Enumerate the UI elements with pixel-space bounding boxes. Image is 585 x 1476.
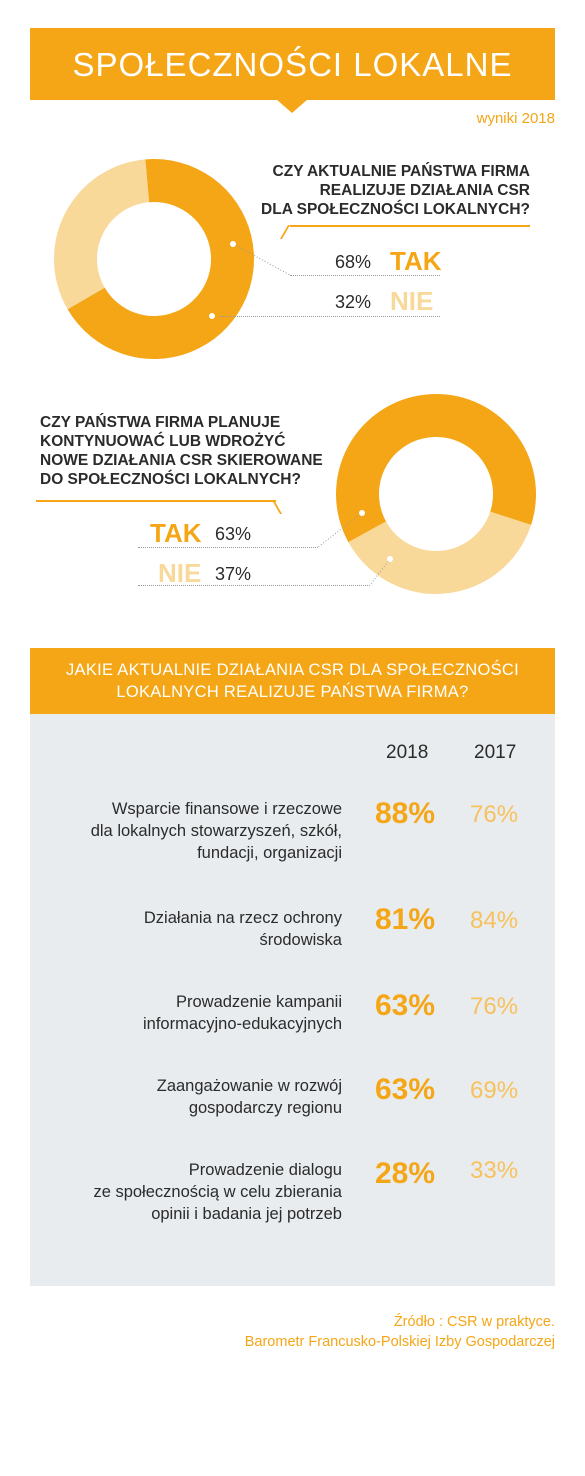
table-row-label: Wsparcie finansowe i rzeczowe dla lokaln… <box>42 798 342 864</box>
row-value-2018: 88% <box>375 797 436 830</box>
q1-no-leader <box>220 316 440 317</box>
question-2-line: KONTYNUOWAĆ LUB WDROŻYĆ <box>40 433 286 450</box>
row-value-2018: 28% <box>375 1157 436 1190</box>
row-value-2018: 63% <box>375 989 436 1022</box>
question-3-title-line: JAKIE AKTUALNIE DZIAŁANIA CSR DLA SPOŁEC… <box>65 661 519 679</box>
question-1: CZY AKTUALNIE PAŃSTWA FIRMA REALIZUJE DZ… <box>230 162 530 219</box>
row-label-line: Działania na rzecz ochrony <box>143 909 342 927</box>
donut1-slice-tak <box>67 159 255 359</box>
q2-yes-marker <box>359 510 365 516</box>
header-banner: SPOŁECZNOŚCI LOKALNE <box>30 28 555 100</box>
donut1-slice-nie <box>53 159 150 310</box>
row-value-2017: 33% <box>470 1157 519 1184</box>
question-3-banner: JAKIE AKTUALNIE DZIAŁANIA CSR DLA SPOŁEC… <box>30 648 555 714</box>
q2-no-leader-diagonal <box>369 556 393 586</box>
q2-no-leader <box>138 585 370 586</box>
q1-yes-percent: 68% <box>335 252 372 272</box>
row-label-line: Wsparcie finansowe i rzeczowe <box>111 800 342 818</box>
question-1-underline <box>290 225 530 227</box>
q1-yes-label: TAK <box>390 246 442 276</box>
row-label-line: środowiska <box>259 931 342 949</box>
row-label-line: Prowadzenie dialogu <box>188 1161 342 1179</box>
row-value-2017: 69% <box>470 1077 519 1104</box>
table-row-label: Działania na rzecz ochrony środowiska <box>42 907 342 951</box>
table-row-label: Prowadzenie dialogu ze społecznością w c… <box>42 1159 342 1225</box>
question-1-line: DLA SPOŁECZNOŚCI LOKALNYCH? <box>261 201 530 218</box>
q1-yes-leader-diagonal <box>230 241 291 276</box>
column-header-2017: 2017 <box>474 742 517 763</box>
results-table <box>30 714 555 1286</box>
q2-yes-percent: 63% <box>215 524 252 544</box>
question-3-title-line: LOKALNYCH REALIZUJE PAŃSTWA FIRMA? <box>116 683 469 701</box>
question-1-line: REALIZUJE DZIAŁANIA CSR <box>319 182 530 199</box>
q1-yes-leader <box>290 275 440 276</box>
q1-no-marker <box>209 313 215 319</box>
row-label-line: ze społecznością w celu zbierania <box>93 1183 342 1201</box>
source-line: Źródło : CSR w praktyce. <box>393 1314 555 1330</box>
q2-yes-leader-diagonal <box>317 510 365 548</box>
donut2-slice-nie <box>348 511 532 594</box>
question-3-title: JAKIE AKTUALNIE DZIAŁANIA CSR DLA SPOŁEC… <box>40 659 545 703</box>
source-note: Źródło : CSR w praktyce. Barometr Francu… <box>245 1312 555 1352</box>
donut-chart-q1 <box>53 159 255 359</box>
row-label-line: dla lokalnych stowarzyszeń, szkół, <box>90 822 342 840</box>
donut-chart-q2 <box>336 394 536 594</box>
page-title: SPOŁECZNOŚCI LOKALNE <box>72 46 513 83</box>
row-label-line: Prowadzenie kampanii <box>175 993 342 1011</box>
row-value-2017: 84% <box>470 907 519 934</box>
row-label-line: opinii i badania jej potrzeb <box>151 1205 342 1223</box>
q1-no-label: NIE <box>390 286 434 316</box>
q1-yes-marker <box>230 241 236 247</box>
question-1-line: CZY AKTUALNIE PAŃSTWA FIRMA <box>272 163 530 180</box>
row-label-line: gospodarczy regionu <box>188 1099 342 1117</box>
row-label-line: Zaangażowanie w rozwój <box>156 1077 342 1095</box>
question-2-line: NOWE DZIAŁANIA CSR SKIEROWANE <box>40 452 323 469</box>
question-2-line: CZY PAŃSTWA FIRMA PLANUJE <box>40 414 281 431</box>
year-subtitle: wyniki 2018 <box>476 110 555 127</box>
row-value-2018: 63% <box>375 1073 436 1106</box>
q2-yes-label: TAK <box>150 518 202 548</box>
source-line: Barometr Francusko-Polskiej Izby Gospoda… <box>244 1334 555 1350</box>
question-2-underline-tick <box>271 500 283 514</box>
q2-yes-leader <box>138 547 318 548</box>
question-2: CZY PAŃSTWA FIRMA PLANUJE KONTYNUOWAĆ LU… <box>40 413 340 489</box>
q2-no-marker <box>387 556 393 562</box>
row-value-2018: 81% <box>375 903 436 936</box>
q1-no-percent: 32% <box>335 292 372 312</box>
row-value-2017: 76% <box>470 993 519 1020</box>
donut2-slice-tak <box>336 394 536 543</box>
banner-notch <box>276 99 308 113</box>
table-row-label: Zaangażowanie w rozwój gospodarczy regio… <box>42 1075 342 1119</box>
question-2-underline <box>36 500 276 502</box>
row-value-2017: 76% <box>470 801 519 828</box>
question-2-line: DO SPOŁECZNOŚCI LOKALNYCH? <box>40 471 301 488</box>
row-label-line: fundacji, organizacji <box>197 844 342 862</box>
q2-no-label: NIE <box>158 558 202 588</box>
column-header-2018: 2018 <box>386 742 429 763</box>
q2-no-percent: 37% <box>215 564 252 584</box>
row-label-line: informacyjno-edukacyjnych <box>142 1015 342 1033</box>
table-row-label: Prowadzenie kampanii informacyjno-edukac… <box>42 991 342 1035</box>
